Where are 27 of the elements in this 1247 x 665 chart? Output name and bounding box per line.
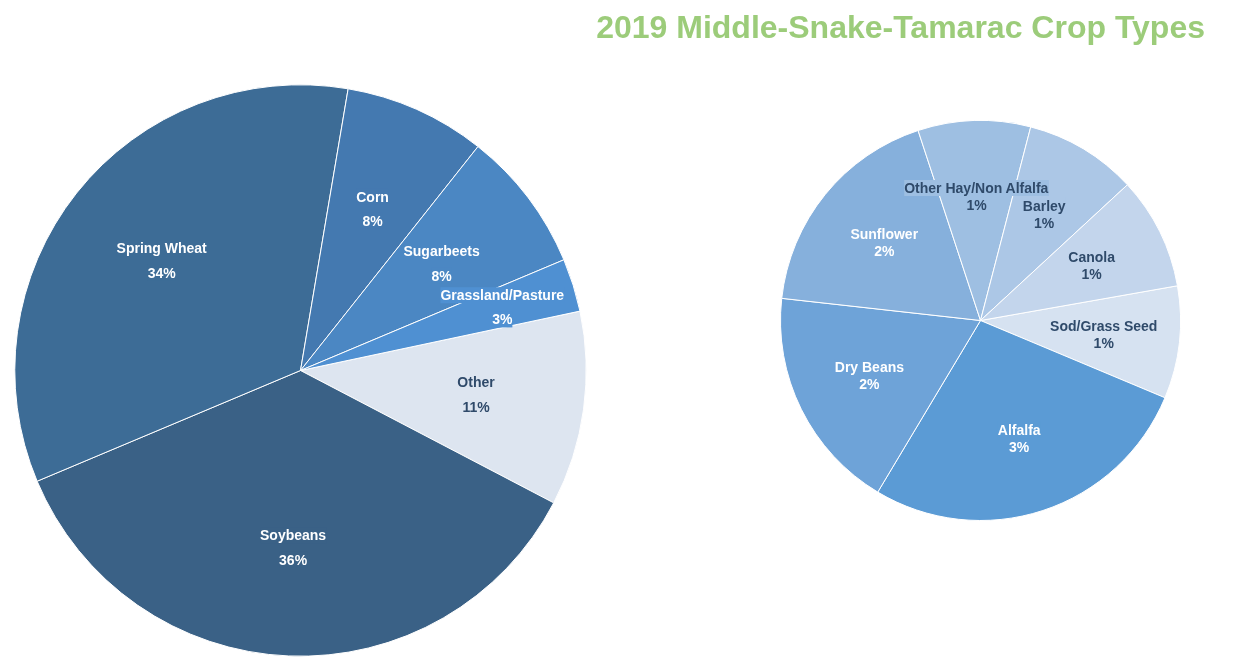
slice-label: Spring Wheat [116,240,208,257]
data-label: 3% [492,311,513,328]
data-label: 2% [874,242,895,259]
data-label: 11% [462,398,491,415]
data-label: 8% [431,267,453,284]
slice-label: Alfalfa [997,421,1041,438]
slice-label: Sugarbeets [403,243,480,260]
slice-label: Barley [1022,197,1066,214]
slice-label: Dry Beans [834,359,905,376]
slice-label: Soybeans [260,527,327,544]
data-label: 2% [859,376,881,393]
data-label: 1% [966,197,988,214]
data-label: 1% [1093,334,1115,351]
data-label: 36% [279,551,308,568]
data-label: 34% [147,264,177,281]
slice-label: Other Hay/Non Alfalfa [904,180,1049,197]
slice-label: Sunflower [850,225,919,242]
slice-label: Other [457,374,496,391]
slice-label: Grassland/Pasture [440,287,565,304]
data-label: 8% [362,212,384,229]
data-label: 1% [1081,265,1103,282]
slice-label: Sod/Grass Seed [1050,317,1158,334]
data-label: 1% [1034,214,1055,231]
text: 2019 Middle-Snake-Tamarac Crop Types [596,8,1205,47]
slice-label: Corn [356,188,389,205]
data-label: 3% [1009,438,1030,455]
slice-label: Canola [1068,248,1116,265]
